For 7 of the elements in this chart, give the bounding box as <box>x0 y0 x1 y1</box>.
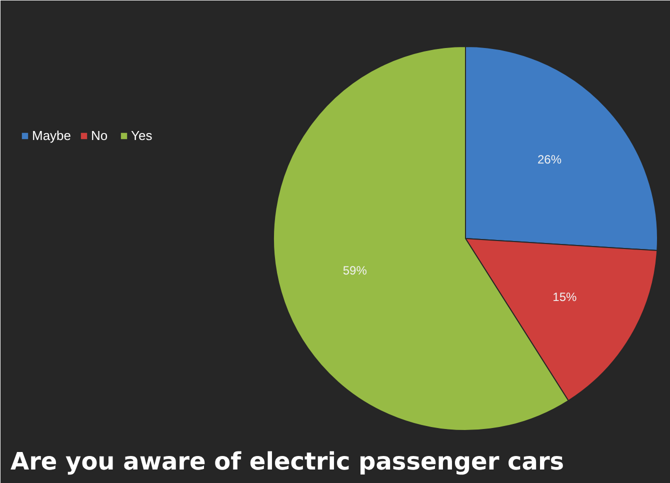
data-label: 59% <box>342 264 368 278</box>
legend-label: Maybe <box>32 128 72 143</box>
data-label: 26% <box>537 152 562 167</box>
text: Are you aware of electric passenger cars <box>10 448 564 476</box>
legend-label: No <box>91 128 109 143</box>
legend-label: Yes <box>131 128 152 143</box>
data-label: 15% <box>552 290 577 304</box>
